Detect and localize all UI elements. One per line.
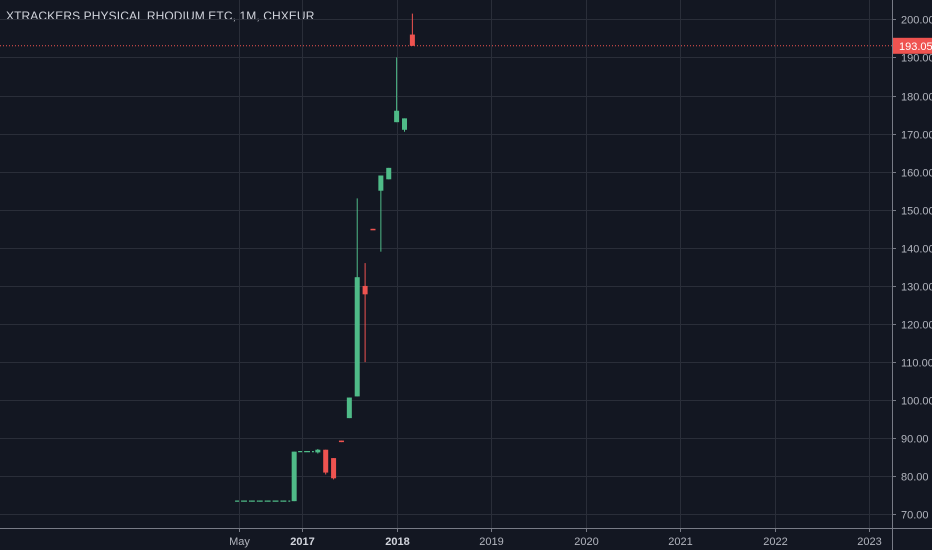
candle-body (338, 440, 344, 443)
candle-body (386, 167, 392, 180)
y-tick-label: 190.00 (901, 53, 932, 65)
y-tick-label: 170.00 (901, 130, 932, 142)
y-tick-label: 90.00 (901, 434, 929, 446)
candle-body (370, 228, 376, 231)
y-tick-label: 100.00 (901, 396, 932, 408)
x-tick-label: 2018 (385, 536, 409, 548)
candle-body (291, 451, 297, 502)
last-price-tag (893, 37, 932, 54)
x-tick-label: 2023 (857, 536, 881, 548)
y-tick-label: 70.00 (901, 510, 929, 522)
y-tick-label: 160.00 (901, 168, 932, 180)
x-tick-label: 2019 (479, 536, 503, 548)
y-tick-label: 80.00 (901, 472, 929, 484)
candle-body (378, 175, 384, 191)
candle-body (402, 118, 407, 130)
y-tick-label: 130.00 (901, 282, 932, 294)
candle-body (331, 458, 337, 479)
y-tick-label: 120.00 (901, 320, 932, 332)
y-tick-label: 140.00 (901, 244, 932, 256)
candle-body (323, 449, 329, 473)
x-tick-label: 2022 (763, 536, 787, 548)
candle-body (362, 285, 368, 295)
last-price-label: 193.05 (899, 41, 932, 53)
y-tick-label: 150.00 (901, 206, 932, 218)
candle-body (409, 34, 415, 46)
candle-body (394, 110, 400, 123)
x-tick-label: 2021 (668, 536, 692, 548)
candle-body (315, 449, 321, 453)
y-tick-label: 110.00 (901, 358, 932, 370)
x-tick-label: 2020 (574, 536, 598, 548)
y-tick-label: 200.00 (901, 15, 932, 27)
candle-body (346, 397, 352, 419)
y-tick-label: 180.00 (901, 92, 932, 104)
x-tick-label: May (229, 536, 250, 548)
x-tick-label: 2017 (290, 536, 314, 548)
candle-body (354, 277, 360, 397)
